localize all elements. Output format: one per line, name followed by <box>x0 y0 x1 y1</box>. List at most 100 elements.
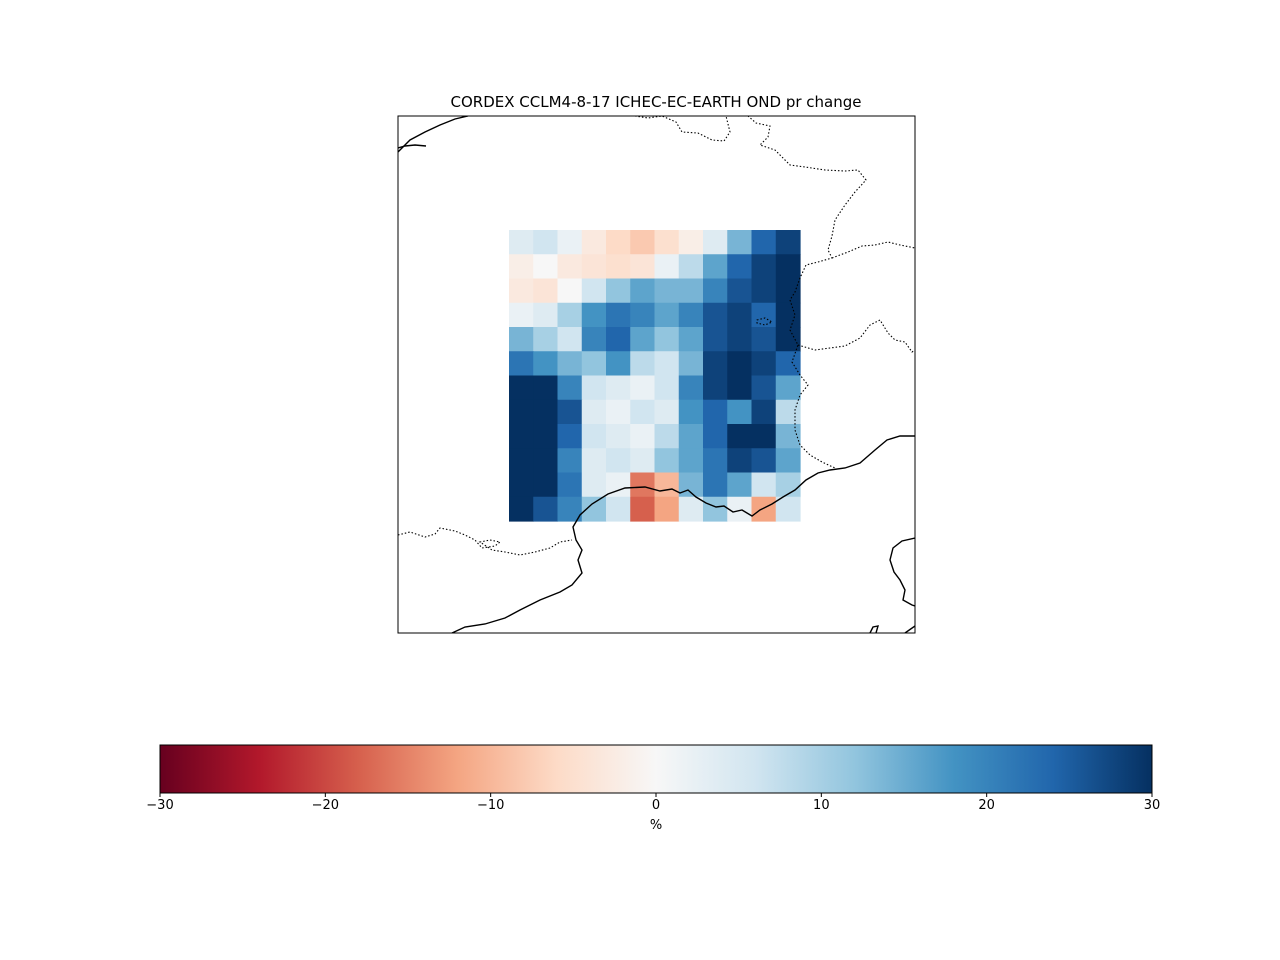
heatmap-cell <box>606 496 631 522</box>
heatmap-cell <box>533 472 559 498</box>
heatmap-cell <box>557 302 583 328</box>
heatmap-cell <box>509 254 534 280</box>
heatmap-cell <box>727 424 753 449</box>
heatmap-cell <box>751 472 777 498</box>
heatmap-cell <box>630 375 656 401</box>
heatmap-cell <box>509 327 534 352</box>
coastline-corsica <box>889 537 915 607</box>
map-panel <box>398 116 915 633</box>
heatmap-cell <box>654 472 680 498</box>
colorbar-tick-label: 20 <box>978 798 995 813</box>
heatmap-cell <box>533 302 559 328</box>
heatmap-cell <box>581 230 607 255</box>
heatmap-cell <box>751 448 777 474</box>
heatmap-cell <box>703 351 728 377</box>
heatmap-cell <box>557 278 583 304</box>
heatmap-cell <box>533 230 559 255</box>
heatmap-cell <box>557 424 583 449</box>
colorbar-label: % <box>650 818 662 833</box>
heatmap-cell <box>654 448 680 474</box>
border-belgium-germany <box>634 116 867 301</box>
heatmap-cell <box>678 230 704 255</box>
heatmap-cell <box>703 496 728 522</box>
heatmap-cell <box>751 424 777 449</box>
heatmap-cell <box>533 424 559 449</box>
heatmap-cell <box>751 351 777 377</box>
colorbar-tick-label: −10 <box>477 798 504 813</box>
heatmap-cell <box>557 230 583 255</box>
heatmap-cell <box>678 496 704 522</box>
heatmap-cell <box>775 399 801 425</box>
heatmap-cell <box>727 230 753 255</box>
heatmap-cell <box>557 399 583 425</box>
border-germany-austria <box>831 241 915 259</box>
heatmap-cell <box>727 254 753 280</box>
heatmap-cell <box>678 399 704 425</box>
colorbar-ticks: −30 −20 −10 0 10 20 30 <box>146 793 1160 813</box>
heatmap-cell <box>630 472 656 498</box>
heatmap-cell <box>703 424 728 449</box>
heatmap-cell <box>654 399 680 425</box>
heatmap-cell <box>606 278 631 304</box>
colorbar-tick-label: 30 <box>1144 798 1161 813</box>
heatmap-cell <box>606 448 631 474</box>
heatmap-cell <box>727 399 753 425</box>
heatmap-cell <box>775 254 801 280</box>
lake-geneva <box>756 317 774 326</box>
heatmap-cell <box>751 254 777 280</box>
heatmap-cell <box>703 472 728 498</box>
heatmap-cell <box>654 375 680 401</box>
heatmap-cell <box>678 254 704 280</box>
heatmap-cell <box>581 302 607 328</box>
heatmap-cell <box>557 351 583 377</box>
heatmap-cell <box>654 278 680 304</box>
coastline-atlantic <box>398 116 469 153</box>
border-spain-france <box>398 527 573 556</box>
heatmap-cell <box>557 375 583 401</box>
heatmap-cell <box>557 472 583 498</box>
heatmap-cell <box>703 448 728 474</box>
heatmap-cell <box>581 375 607 401</box>
heatmap-cell <box>751 496 777 522</box>
heatmap-cell <box>509 230 534 255</box>
heatmap-cell <box>654 254 680 280</box>
heatmap-cell <box>509 399 534 425</box>
heatmap-cell <box>727 278 753 304</box>
heatmap-cell <box>751 302 777 328</box>
heatmap-cell <box>533 327 559 352</box>
heatmap-cell <box>533 278 559 304</box>
heatmap-cell <box>727 448 753 474</box>
heatmap-cell <box>775 351 801 377</box>
heatmap-grid <box>509 230 801 522</box>
heatmap-cell <box>581 278 607 304</box>
heatmap-cell <box>727 351 753 377</box>
heatmap-cell <box>509 302 534 328</box>
heatmap-cell <box>509 278 534 304</box>
coastline-sardinia <box>869 625 879 633</box>
heatmap-cell <box>727 327 753 352</box>
heatmap-cell <box>581 254 607 280</box>
colorbar-tick-label: −20 <box>312 798 339 813</box>
heatmap-cell <box>581 448 607 474</box>
heatmap-cell <box>581 351 607 377</box>
heatmap-cell <box>509 496 534 522</box>
coastline-sardinia-east <box>904 625 915 633</box>
colorbar-tick-label: 10 <box>813 798 830 813</box>
heatmap-cell <box>630 448 656 474</box>
heatmap-cell <box>509 351 534 377</box>
heatmap-cell <box>606 327 631 352</box>
heatmap-cell <box>533 254 559 280</box>
heatmap-cell <box>509 424 534 449</box>
colorbar-tick-label: −30 <box>146 798 173 813</box>
coastline-mediterranean <box>451 435 915 633</box>
heatmap-cell <box>654 424 680 449</box>
colorbar-gradient <box>159 744 1153 794</box>
heatmap-cell <box>581 399 607 425</box>
map-frame <box>397 115 916 634</box>
heatmap-cell <box>581 327 607 352</box>
heatmap-cell <box>703 399 728 425</box>
heatmap-cell <box>606 399 631 425</box>
heatmap-cell <box>775 496 801 522</box>
heatmap-cell <box>751 399 777 425</box>
heatmap-cell <box>751 375 777 401</box>
